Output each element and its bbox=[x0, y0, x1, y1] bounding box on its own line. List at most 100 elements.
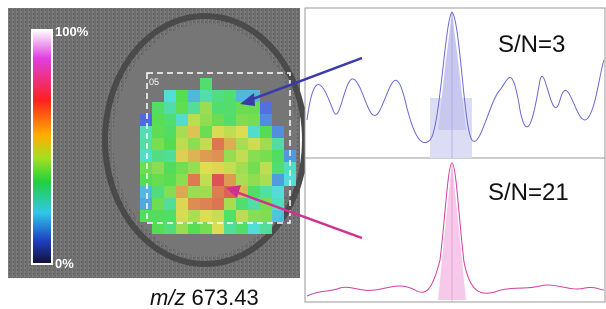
spectrum-label: S/N=3 bbox=[498, 31, 565, 58]
heatmap-pixel bbox=[248, 150, 260, 162]
heatmap-pixel bbox=[140, 126, 152, 138]
heatmap-pixel bbox=[200, 126, 212, 138]
heatmap-pixel bbox=[188, 150, 200, 162]
heatmap-pixel bbox=[272, 138, 284, 150]
heatmap-pixel bbox=[200, 114, 212, 126]
heatmap-pixel bbox=[224, 90, 236, 102]
heatmap-pixel bbox=[224, 222, 236, 234]
heatmap-pixel bbox=[212, 210, 224, 222]
heatmap-pixel bbox=[140, 198, 152, 210]
heatmap-pixel bbox=[152, 210, 164, 222]
heatmap-pixel bbox=[188, 114, 200, 126]
heatmap-pixel bbox=[236, 222, 248, 234]
heatmap-pixel bbox=[188, 222, 200, 234]
heatmap-pixel bbox=[176, 102, 188, 114]
colorbar-bottom-label: 0% bbox=[55, 256, 74, 271]
heatmap-pixel bbox=[248, 114, 260, 126]
heatmap-pixel bbox=[248, 126, 260, 138]
heatmap-pixel bbox=[176, 90, 188, 102]
heatmap-pixel bbox=[212, 174, 224, 186]
heatmap-pixel bbox=[236, 210, 248, 222]
colorbar-top-label: 100% bbox=[55, 24, 89, 39]
heatmap-pixel bbox=[200, 102, 212, 114]
heatmap-pixel bbox=[272, 150, 284, 162]
heatmap-pixel bbox=[224, 138, 236, 150]
heatmap-pixel bbox=[152, 174, 164, 186]
heatmap-pixel bbox=[248, 222, 260, 234]
heatmap-pixel bbox=[176, 150, 188, 162]
heatmap-pixel bbox=[212, 186, 224, 198]
heatmap-pixel bbox=[260, 174, 272, 186]
heatmap-pixel bbox=[140, 162, 152, 174]
heatmap-pixel bbox=[200, 78, 212, 90]
heatmap-pixel bbox=[212, 198, 224, 210]
heatmap-pixel bbox=[164, 102, 176, 114]
heatmap-pixel bbox=[236, 162, 248, 174]
heatmap-pixel bbox=[176, 114, 188, 126]
heatmap-pixel bbox=[260, 150, 272, 162]
heatmap-pixel bbox=[260, 210, 272, 222]
heatmap-pixel bbox=[248, 210, 260, 222]
heatmap-pixel bbox=[224, 126, 236, 138]
heatmap-pixel bbox=[236, 126, 248, 138]
heatmap-pixel bbox=[164, 174, 176, 186]
heatmap-pixel bbox=[140, 210, 152, 222]
heatmap-pixel bbox=[188, 174, 200, 186]
heatmap-pixel bbox=[224, 150, 236, 162]
heatmap-pixel bbox=[140, 138, 152, 150]
heatmap-pixel bbox=[152, 162, 164, 174]
heatmap-pixel bbox=[176, 138, 188, 150]
heatmap-pixel bbox=[260, 138, 272, 150]
heatmap-pixel bbox=[272, 210, 284, 222]
heatmap-pixel bbox=[164, 222, 176, 234]
heatmap-pixel bbox=[272, 162, 284, 174]
figure: 05 100% 0% m/z673.43 S/N=3 S/N=21 bbox=[0, 0, 606, 309]
heatmap-pixel bbox=[164, 198, 176, 210]
heatmap-pixel bbox=[212, 150, 224, 162]
heatmap-pixel bbox=[272, 186, 284, 198]
heatmap-pixel bbox=[164, 138, 176, 150]
heatmap-pixel bbox=[212, 102, 224, 114]
heatmap-pixel bbox=[152, 186, 164, 198]
heatmap-pixel bbox=[152, 150, 164, 162]
heatmap-pixel bbox=[224, 102, 236, 114]
heatmap-pixel bbox=[188, 162, 200, 174]
heatmap-pixel bbox=[260, 186, 272, 198]
heatmap-pixel bbox=[260, 114, 272, 126]
heatmap-pixel bbox=[152, 114, 164, 126]
heatmap-pixel bbox=[236, 150, 248, 162]
heatmap-pixel bbox=[224, 114, 236, 126]
heatmap-pixel bbox=[260, 222, 272, 234]
heatmap-pixel bbox=[224, 210, 236, 222]
heatmap-pixel bbox=[200, 138, 212, 150]
spectrum-label: S/N=21 bbox=[488, 179, 569, 206]
heatmap-pixel bbox=[200, 90, 212, 102]
heatmap-pixel bbox=[164, 210, 176, 222]
heatmap-pixel bbox=[188, 210, 200, 222]
heatmap-pixel bbox=[188, 138, 200, 150]
heatmap-pixel bbox=[164, 90, 176, 102]
heatmap-pixel bbox=[140, 114, 152, 126]
heatmap-pixel bbox=[188, 186, 200, 198]
heatmap-pixel bbox=[140, 150, 152, 162]
heatmap-pixel bbox=[200, 198, 212, 210]
heatmap-pixel bbox=[236, 138, 248, 150]
heatmap-pixel bbox=[200, 162, 212, 174]
heatmap-pixel bbox=[200, 222, 212, 234]
heatmap-pixel bbox=[212, 126, 224, 138]
heatmap-pixel bbox=[176, 210, 188, 222]
heatmap-pixel bbox=[200, 210, 212, 222]
heatmap-pixel bbox=[212, 138, 224, 150]
heatmap-pixel bbox=[164, 162, 176, 174]
heatmap-pixel bbox=[260, 126, 272, 138]
heatmap-pixel bbox=[152, 138, 164, 150]
heatmap-pixel bbox=[188, 198, 200, 210]
heatmap-pixel bbox=[176, 186, 188, 198]
heatmap-pixel bbox=[200, 186, 212, 198]
heatmap-pixel bbox=[224, 174, 236, 186]
heatmap-pixel bbox=[188, 90, 200, 102]
heatmap-pixel bbox=[212, 90, 224, 102]
heatmap-pixel bbox=[176, 174, 188, 186]
heatmap-pixel bbox=[224, 162, 236, 174]
